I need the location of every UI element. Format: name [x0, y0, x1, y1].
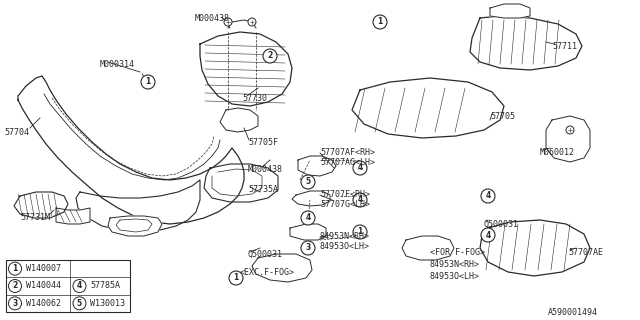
Circle shape: [73, 279, 86, 292]
Text: 4: 4: [305, 213, 310, 222]
Text: 57731M: 57731M: [20, 213, 50, 222]
Polygon shape: [298, 156, 336, 176]
Polygon shape: [546, 116, 590, 162]
Circle shape: [73, 297, 86, 310]
Polygon shape: [56, 208, 90, 224]
Polygon shape: [252, 254, 312, 282]
Text: 84953N<RH>: 84953N<RH>: [430, 260, 480, 269]
Text: Q500031: Q500031: [484, 220, 519, 229]
Circle shape: [353, 193, 367, 207]
Text: 1: 1: [378, 18, 383, 27]
Text: W140007: W140007: [26, 264, 61, 273]
Text: 2: 2: [268, 52, 273, 60]
Text: 57705: 57705: [490, 112, 515, 121]
Circle shape: [268, 52, 276, 60]
Text: M000438: M000438: [195, 14, 230, 23]
Text: 1: 1: [145, 77, 150, 86]
Text: W140044: W140044: [26, 282, 61, 291]
Text: M060012: M060012: [540, 148, 575, 157]
Circle shape: [248, 18, 256, 26]
Polygon shape: [292, 191, 330, 206]
Circle shape: [358, 228, 366, 236]
Text: 2: 2: [12, 282, 18, 291]
Text: W130013: W130013: [90, 299, 125, 308]
Circle shape: [141, 75, 155, 89]
Circle shape: [224, 18, 232, 26]
Circle shape: [304, 216, 312, 224]
Text: 57711: 57711: [552, 42, 577, 51]
Polygon shape: [204, 164, 278, 202]
Text: M000438: M000438: [248, 165, 283, 174]
Circle shape: [358, 164, 366, 172]
Text: 57735A: 57735A: [248, 185, 278, 194]
Circle shape: [301, 175, 315, 189]
Circle shape: [301, 241, 315, 255]
Text: <EXC.F-FOG>: <EXC.F-FOG>: [240, 268, 295, 277]
Text: 4: 4: [485, 230, 491, 239]
Text: 1: 1: [234, 274, 239, 283]
Circle shape: [481, 228, 495, 242]
Circle shape: [486, 192, 494, 200]
Polygon shape: [480, 220, 590, 276]
Polygon shape: [200, 32, 292, 106]
Circle shape: [8, 279, 22, 292]
Text: 57707G<LH>: 57707G<LH>: [320, 200, 370, 209]
Circle shape: [566, 126, 574, 134]
Text: W140062: W140062: [26, 299, 61, 308]
Text: 84953O<LH>: 84953O<LH>: [430, 272, 480, 281]
Text: 57707AF<RH>: 57707AF<RH>: [320, 148, 375, 157]
Circle shape: [353, 161, 367, 175]
Polygon shape: [220, 108, 258, 132]
Text: <FOR F-FOG>: <FOR F-FOG>: [430, 248, 485, 257]
Text: 3: 3: [12, 299, 18, 308]
Circle shape: [353, 225, 367, 239]
Text: 57707AE: 57707AE: [568, 248, 603, 257]
Text: 57705F: 57705F: [248, 138, 278, 147]
Circle shape: [301, 211, 315, 225]
Circle shape: [232, 274, 240, 282]
Text: Q500031: Q500031: [248, 250, 283, 259]
FancyBboxPatch shape: [6, 260, 130, 312]
Circle shape: [229, 271, 243, 285]
Polygon shape: [352, 78, 504, 138]
Polygon shape: [18, 76, 244, 224]
Text: 4: 4: [77, 282, 82, 291]
Text: 5: 5: [305, 178, 310, 187]
Polygon shape: [290, 224, 326, 240]
Circle shape: [8, 297, 22, 310]
Polygon shape: [76, 180, 200, 232]
Text: 1: 1: [357, 228, 363, 236]
Text: 1: 1: [12, 264, 18, 273]
Circle shape: [481, 189, 495, 203]
Polygon shape: [14, 192, 68, 218]
Circle shape: [263, 49, 277, 63]
Text: M000314: M000314: [100, 60, 135, 69]
Text: A590001494: A590001494: [548, 308, 598, 317]
Circle shape: [8, 262, 22, 275]
Circle shape: [144, 78, 152, 86]
Text: 3: 3: [305, 244, 310, 252]
Circle shape: [373, 15, 387, 29]
Text: 57730: 57730: [242, 94, 267, 103]
Circle shape: [358, 196, 366, 204]
Text: 57785A: 57785A: [90, 282, 120, 291]
Circle shape: [302, 178, 310, 186]
Polygon shape: [490, 4, 530, 18]
Circle shape: [486, 231, 494, 239]
Polygon shape: [402, 236, 454, 260]
Text: 4: 4: [357, 196, 363, 204]
Text: 5: 5: [77, 299, 82, 308]
Text: 84953N<RH>: 84953N<RH>: [320, 232, 370, 241]
Polygon shape: [108, 216, 162, 236]
Text: 57707F<RH>: 57707F<RH>: [320, 190, 370, 199]
Circle shape: [378, 18, 386, 26]
Text: 57704: 57704: [4, 128, 29, 137]
Text: 57707AG<LH>: 57707AG<LH>: [320, 158, 375, 167]
Text: 84953O<LH>: 84953O<LH>: [320, 242, 370, 251]
Polygon shape: [470, 16, 582, 70]
Text: 4: 4: [485, 191, 491, 201]
Text: 4: 4: [357, 164, 363, 172]
